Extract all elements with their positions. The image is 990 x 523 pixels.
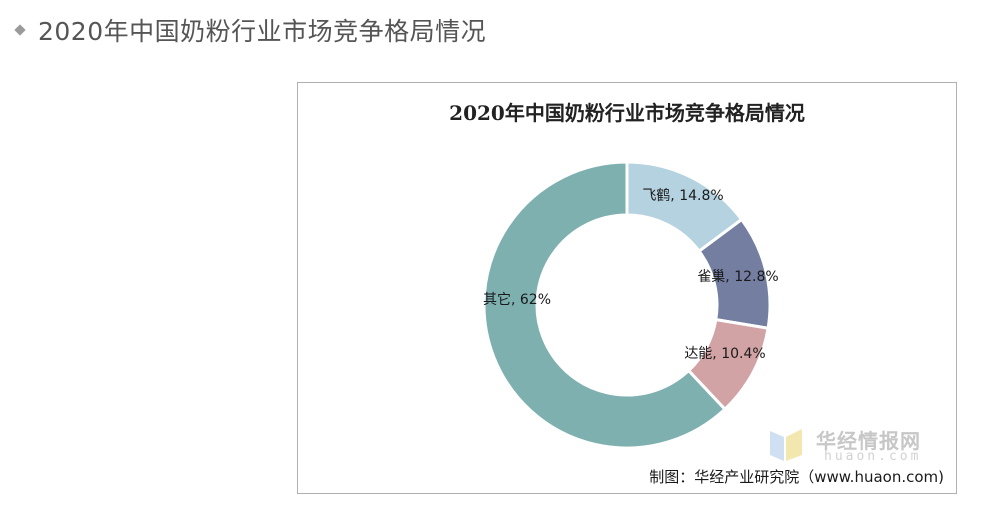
- slice-label-0: 飞鹤, 14.8%: [642, 188, 723, 204]
- slice-label-1: 雀巢, 12.8%: [697, 269, 778, 285]
- page-heading: 2020年中国奶粉行业市场竞争格局情况: [14, 10, 486, 50]
- bullet-diamond-icon: [14, 24, 26, 36]
- donut-chart: 飞鹤, 14.8% 雀巢, 12.8% 达能, 10.4% 其它, 62%: [482, 160, 779, 450]
- watermark: 华经情报网 huaon.com: [768, 423, 948, 467]
- page-heading-text: 2020年中国奶粉行业市场竞争格局情况: [38, 17, 487, 46]
- source-credit: 制图：华经产业研究院（www.huaon.com): [649, 468, 944, 486]
- chart-panel: 2020年中国奶粉行业市场竞争格局情况 飞鹤, 14.8% 雀巢, 12.8% 达能…: [297, 82, 957, 494]
- donut-slice-3: [482, 160, 728, 450]
- chart-title: 2020年中国奶粉行业市场竞争格局情况: [449, 101, 805, 125]
- slice-label-2: 达能, 10.4%: [684, 346, 765, 362]
- slice-label-3: 其它, 62%: [483, 291, 551, 308]
- watermark-logo-icon: [770, 429, 802, 461]
- watermark-name: 华经情报网: [816, 429, 921, 453]
- watermark-domain: huaon.com: [824, 449, 922, 464]
